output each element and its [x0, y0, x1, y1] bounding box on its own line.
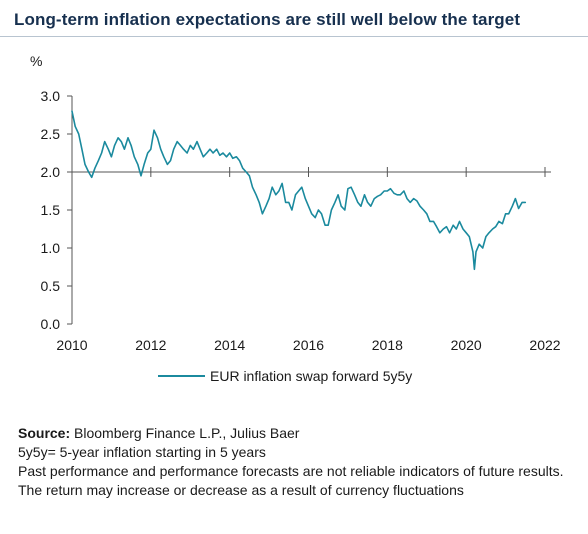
- y-tick-label: 1.0: [41, 240, 61, 256]
- chart-tick-labels: 0.0 0.5 1.0 1.5 2.0 2.5 3.0 2010 2012 2014 2016 201…: [41, 88, 561, 353]
- y-tick-label: 3.0: [41, 88, 61, 104]
- legend-label: EUR inflation swap forward 5y5y: [210, 368, 412, 384]
- definition-line: 5y5y= 5-year inflation starting in 5 yea…: [18, 444, 266, 460]
- chart-series-layer: [71, 110, 527, 271]
- source-line: Source: Bloomberg Finance L.P., Julius B…: [18, 424, 584, 443]
- disclaimer-text: Past performance and performance forecas…: [18, 463, 564, 498]
- x-tick-label: 2018: [372, 337, 403, 353]
- line-chart: % 0.0 0.5 1.0 1.5 2.0 2.5 3.0 2010 2012 2014 2016 2…: [30, 53, 561, 384]
- chart-title: Long-term inflation expectations are sti…: [14, 10, 521, 29]
- y-tick-label: 2.0: [41, 164, 61, 180]
- x-tick-label: 2022: [529, 337, 560, 353]
- x-tick-label: 2020: [451, 337, 482, 353]
- y-tick-label: 0.5: [41, 278, 61, 294]
- y-axis-unit-label: %: [30, 53, 42, 69]
- y-tick-label: 2.5: [41, 126, 61, 142]
- source-label: Source:: [18, 425, 71, 441]
- source-text: Bloomberg Finance L.P., Julius Baer: [70, 425, 300, 441]
- x-tick-label: 2010: [56, 337, 87, 353]
- chart-legend: EUR inflation swap forward 5y5y: [158, 368, 412, 384]
- x-tick-label: 2016: [293, 337, 324, 353]
- chart-axes: [67, 95, 551, 325]
- chart-notes: Source: Bloomberg Finance L.P., Julius B…: [18, 424, 584, 500]
- y-tick-label: 0.0: [41, 316, 61, 332]
- y-tick-label: 1.5: [41, 202, 61, 218]
- title-divider: [0, 36, 588, 37]
- series-line: [71, 110, 527, 271]
- x-tick-label: 2012: [135, 337, 166, 353]
- x-tick-label: 2014: [214, 337, 245, 353]
